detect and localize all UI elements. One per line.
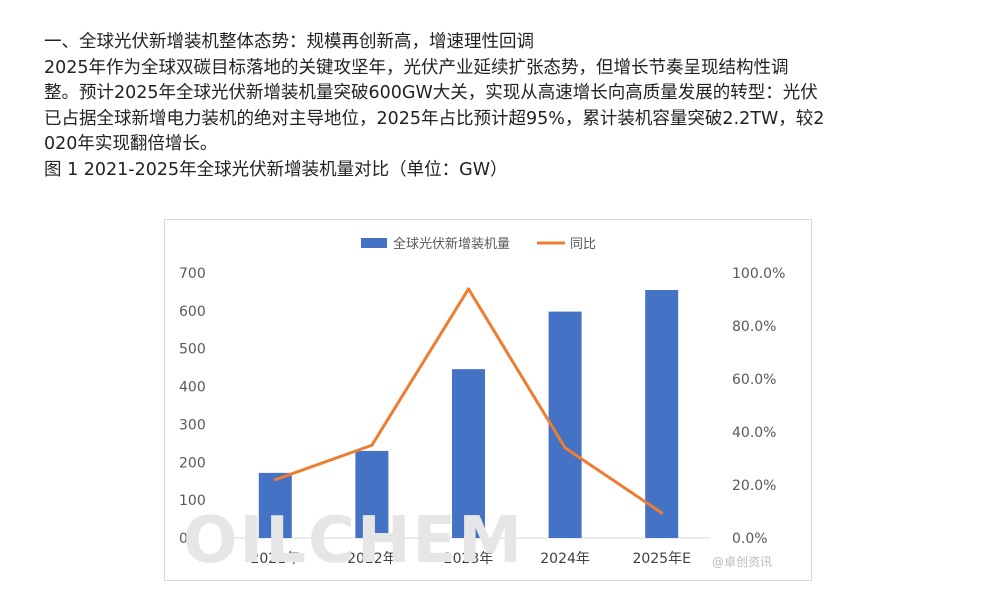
y-left-tick-label: 400 (179, 380, 206, 396)
y-left-tick-label: 500 (179, 342, 206, 358)
bar (645, 290, 679, 538)
y-left-tick-label: 600 (179, 304, 206, 320)
bar (258, 472, 292, 538)
bar (355, 450, 389, 538)
bar (452, 369, 485, 538)
y-right-tick-label: 80.0% (732, 319, 776, 335)
yoy-point (273, 478, 277, 482)
legend-label-bar: 全球光伏新增装机量 (393, 236, 510, 252)
paragraph-line-4: 020年实现翻倍增长。 (44, 134, 218, 154)
x-tick-label: 2024年 (540, 551, 590, 567)
x-tick-label: 2022年 (347, 551, 397, 567)
y-right-tick-label: 40.0% (732, 425, 776, 441)
y-left-tick-label: 300 (179, 417, 206, 433)
yoy-point (370, 443, 374, 447)
y-left-tick-label: 200 (179, 455, 206, 471)
x-tick-label: 2021年 (250, 551, 300, 567)
yoy-point (467, 287, 470, 291)
weibo-watermark: @卓创资讯 (712, 555, 773, 569)
y-right-tick-label: 100.0% (732, 266, 785, 282)
paragraph-line-1: 2025年作为全球双碳目标落地的关键攻坚年，光伏产业延续扩张态势，但增长节奏呈现… (44, 57, 789, 78)
yoy-point (660, 511, 664, 515)
section-heading: 一、全球光伏新增装机整体态势：规模再创新高，增速理性回调 (44, 32, 534, 52)
paragraph-line-3: 已占据全球新增电力装机的绝对主导地位，2025年占比预计超95%，累计装机容量突… (44, 108, 825, 129)
figure-caption: 图 1 2021-2025年全球光伏新增装机量对比（单位：GW） (44, 159, 508, 180)
y-right-tick-label: 20.0% (732, 478, 776, 494)
yoy-point (563, 446, 567, 450)
y-left-tick-label: 100 (179, 493, 206, 509)
legend-label-line: 同比 (570, 237, 596, 252)
y-right-tick-label: 60.0% (732, 372, 776, 388)
bar (548, 311, 582, 538)
combo-chart: 全球光伏新增装机量 同比 0 100 200 300 400 500 600 700 0.0% 20.… (179, 236, 785, 567)
paragraph-line-2: 整。预计2025年全球光伏新增装机量突破600GW大关，实现从高速增长向高质量发… (44, 83, 818, 103)
x-tick-label: 2025年E (632, 551, 690, 567)
y-left-tick-label: 0 (179, 531, 188, 547)
x-tick-label: 2023年 (444, 551, 494, 567)
legend-swatch-bar (361, 238, 387, 248)
article: 一、全球光伏新增装机整体态势：规模再创新高，增速理性回调 2025年作为全球双碳… (44, 30, 944, 183)
y-right-tick-label: 0.0% (732, 531, 768, 547)
y-left-tick-label: 700 (179, 266, 206, 282)
chart-frame: OILCHEM 全球光伏新增装机量 同比 0 100 200 300 400 500 600 70… (164, 219, 812, 581)
